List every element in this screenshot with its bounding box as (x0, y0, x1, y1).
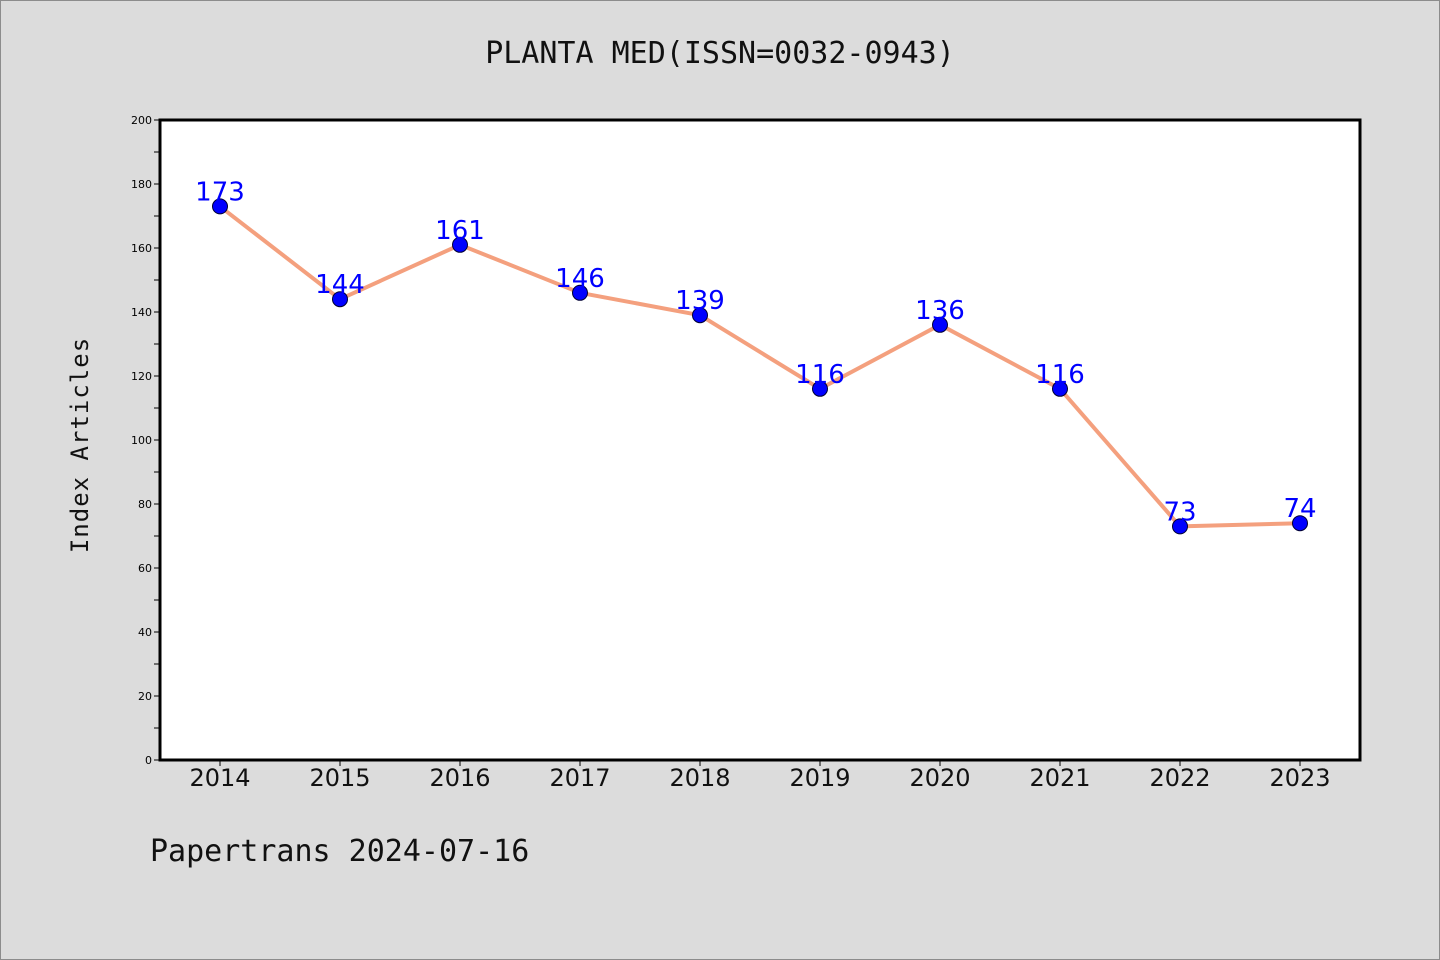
footer-credit: Papertrans 2024-07-16 (150, 834, 530, 869)
x-tick-label: 2023 (1269, 764, 1330, 792)
x-tick-label: 2019 (789, 764, 850, 792)
data-label: 144 (315, 270, 365, 300)
data-label: 146 (555, 264, 605, 294)
data-label: 116 (1035, 360, 1085, 390)
data-point (932, 316, 948, 333)
y-tick-label: 100 (131, 434, 152, 447)
data-label: 74 (1283, 494, 1316, 524)
y-tick-label: 140 (131, 306, 152, 319)
y-tick-label: 180 (131, 178, 152, 191)
data-label: 139 (675, 286, 725, 316)
plot-area (158, 118, 1362, 762)
x-tick-label: 2022 (1149, 764, 1210, 792)
data-label: 73 (1163, 497, 1196, 527)
x-tick-label: 2021 (1029, 764, 1090, 792)
y-tick-label: 200 (131, 114, 152, 127)
y-tick-label: 0 (145, 754, 152, 767)
data-point (1052, 380, 1068, 397)
data-point (572, 284, 588, 301)
data-label: 173 (195, 177, 245, 207)
series-line (218, 204, 1301, 529)
data-point (1292, 515, 1308, 532)
y-tick-label: 80 (138, 498, 152, 511)
x-tick-label: 2020 (909, 764, 970, 792)
data-point (812, 380, 828, 397)
chart-title: PLANTA MED(ISSN=0032-0943) (485, 36, 955, 71)
y-tick-label: 40 (138, 626, 152, 639)
y-tick-label: 60 (138, 562, 152, 575)
y-tick-label: 20 (138, 690, 152, 703)
y-tick-label: 120 (131, 370, 152, 383)
data-label: 161 (435, 216, 485, 246)
data-point (212, 198, 228, 215)
data-point (452, 236, 468, 253)
x-tick-label: 2015 (309, 764, 370, 792)
x-tick-label: 2014 (189, 764, 250, 792)
x-tick-label: 2018 (669, 764, 730, 792)
data-point (692, 307, 708, 324)
data-label: 136 (915, 296, 965, 326)
x-tick-label: 2016 (429, 764, 490, 792)
data-label: 116 (795, 360, 845, 390)
x-tick-label: 2017 (549, 764, 610, 792)
data-point (1172, 518, 1188, 535)
data-point (332, 291, 348, 308)
y-tick-label: 160 (131, 242, 152, 255)
